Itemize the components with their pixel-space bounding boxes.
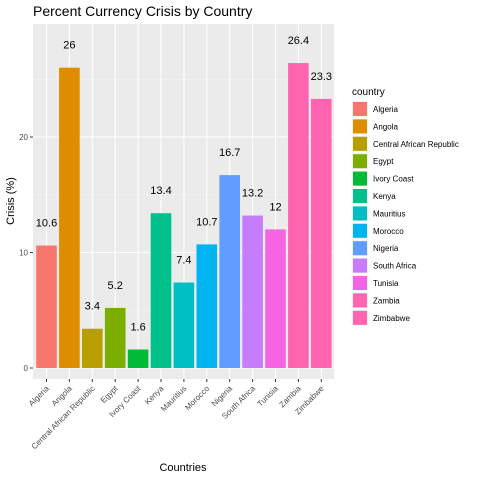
bar-egypt	[104, 307, 126, 368]
legend: country Algeria Angola Central African Rep…	[352, 87, 459, 326]
legend-title: country	[352, 87, 385, 98]
value-label: 26.4	[288, 35, 309, 47]
legend-item: Egypt	[373, 157, 394, 166]
legend-swatch	[353, 119, 367, 134]
bars	[36, 63, 332, 369]
legend-swatch	[353, 154, 367, 169]
bar-kenya	[150, 213, 172, 368]
legend-swatch	[353, 171, 367, 186]
legend-swatch	[353, 276, 367, 290]
y-tick-label: 20	[19, 133, 28, 142]
legend-item: Tunisia	[373, 279, 399, 288]
value-label: 13.4	[150, 185, 171, 197]
value-label: 26	[63, 40, 75, 52]
bar-angola	[59, 67, 80, 368]
legend-item: Zimbabwe	[373, 314, 410, 323]
legend-item: Kenya	[373, 192, 396, 201]
bar-ivory-coast	[127, 349, 149, 368]
value-label: 23.3	[311, 71, 332, 83]
x-tick-label: Tunisia	[256, 384, 281, 409]
legend-item: Nigeria	[373, 244, 399, 253]
legend-swatch	[353, 293, 367, 308]
legend-swatch	[353, 206, 367, 221]
value-labels: 10.6 26 3.4 5.2 1.6 13.4 7.4 10.7 16.7 13.2 12 26.4…	[36, 35, 332, 333]
bar-algeria	[36, 245, 57, 368]
y-axis-title: Crisis (%)	[5, 177, 17, 225]
legend-item: Morocco	[373, 227, 404, 236]
value-label: 16.7	[219, 147, 240, 159]
value-label: 5.2	[108, 280, 123, 292]
value-label: 3.4	[85, 301, 100, 313]
x-tick-label: Algeria	[27, 384, 51, 408]
legend-swatch	[353, 258, 367, 273]
bar-nigeria	[219, 175, 240, 368]
legend-swatch	[353, 310, 367, 325]
legend-item: Angola	[373, 122, 398, 131]
legend-swatch	[353, 241, 367, 256]
value-label: 1.6	[130, 322, 145, 334]
legend-swatch	[353, 102, 367, 116]
bar-mauritius	[173, 282, 195, 368]
value-label: 7.4	[176, 255, 191, 267]
legend-swatch	[353, 136, 367, 151]
legend-item: Ivory Coast	[373, 175, 414, 184]
legend-swatch	[353, 189, 367, 203]
bar-morocco	[196, 244, 218, 368]
legend-item: Mauritius	[373, 209, 405, 218]
legend-item: Central African Republic	[373, 140, 459, 149]
bar-tunisia	[265, 229, 286, 368]
y-tick-label: 10	[19, 249, 28, 258]
x-tick-label: Morocco	[183, 384, 211, 412]
legend-swatch	[353, 223, 367, 238]
x-tick-label: Egypt	[99, 384, 120, 405]
chart-title: Percent Currency Crisis by Country	[33, 3, 252, 19]
x-axis-title: Countries	[159, 462, 207, 474]
bar-central-african-republic	[82, 328, 103, 368]
legend-item: Algeria	[373, 105, 398, 114]
value-label: 10.6	[36, 218, 57, 230]
value-label: 12	[269, 201, 281, 213]
y-axis: 0 10 20	[19, 133, 33, 373]
legend-item: South Africa	[373, 262, 417, 271]
value-label: 10.7	[196, 216, 217, 228]
y-tick-label: 0	[24, 364, 29, 373]
bar-zimbabwe	[311, 98, 332, 368]
legend-item: Zambia	[373, 296, 400, 305]
bar-south-africa	[242, 215, 263, 368]
bar-zambia	[288, 63, 309, 369]
value-label: 13.2	[242, 188, 263, 200]
